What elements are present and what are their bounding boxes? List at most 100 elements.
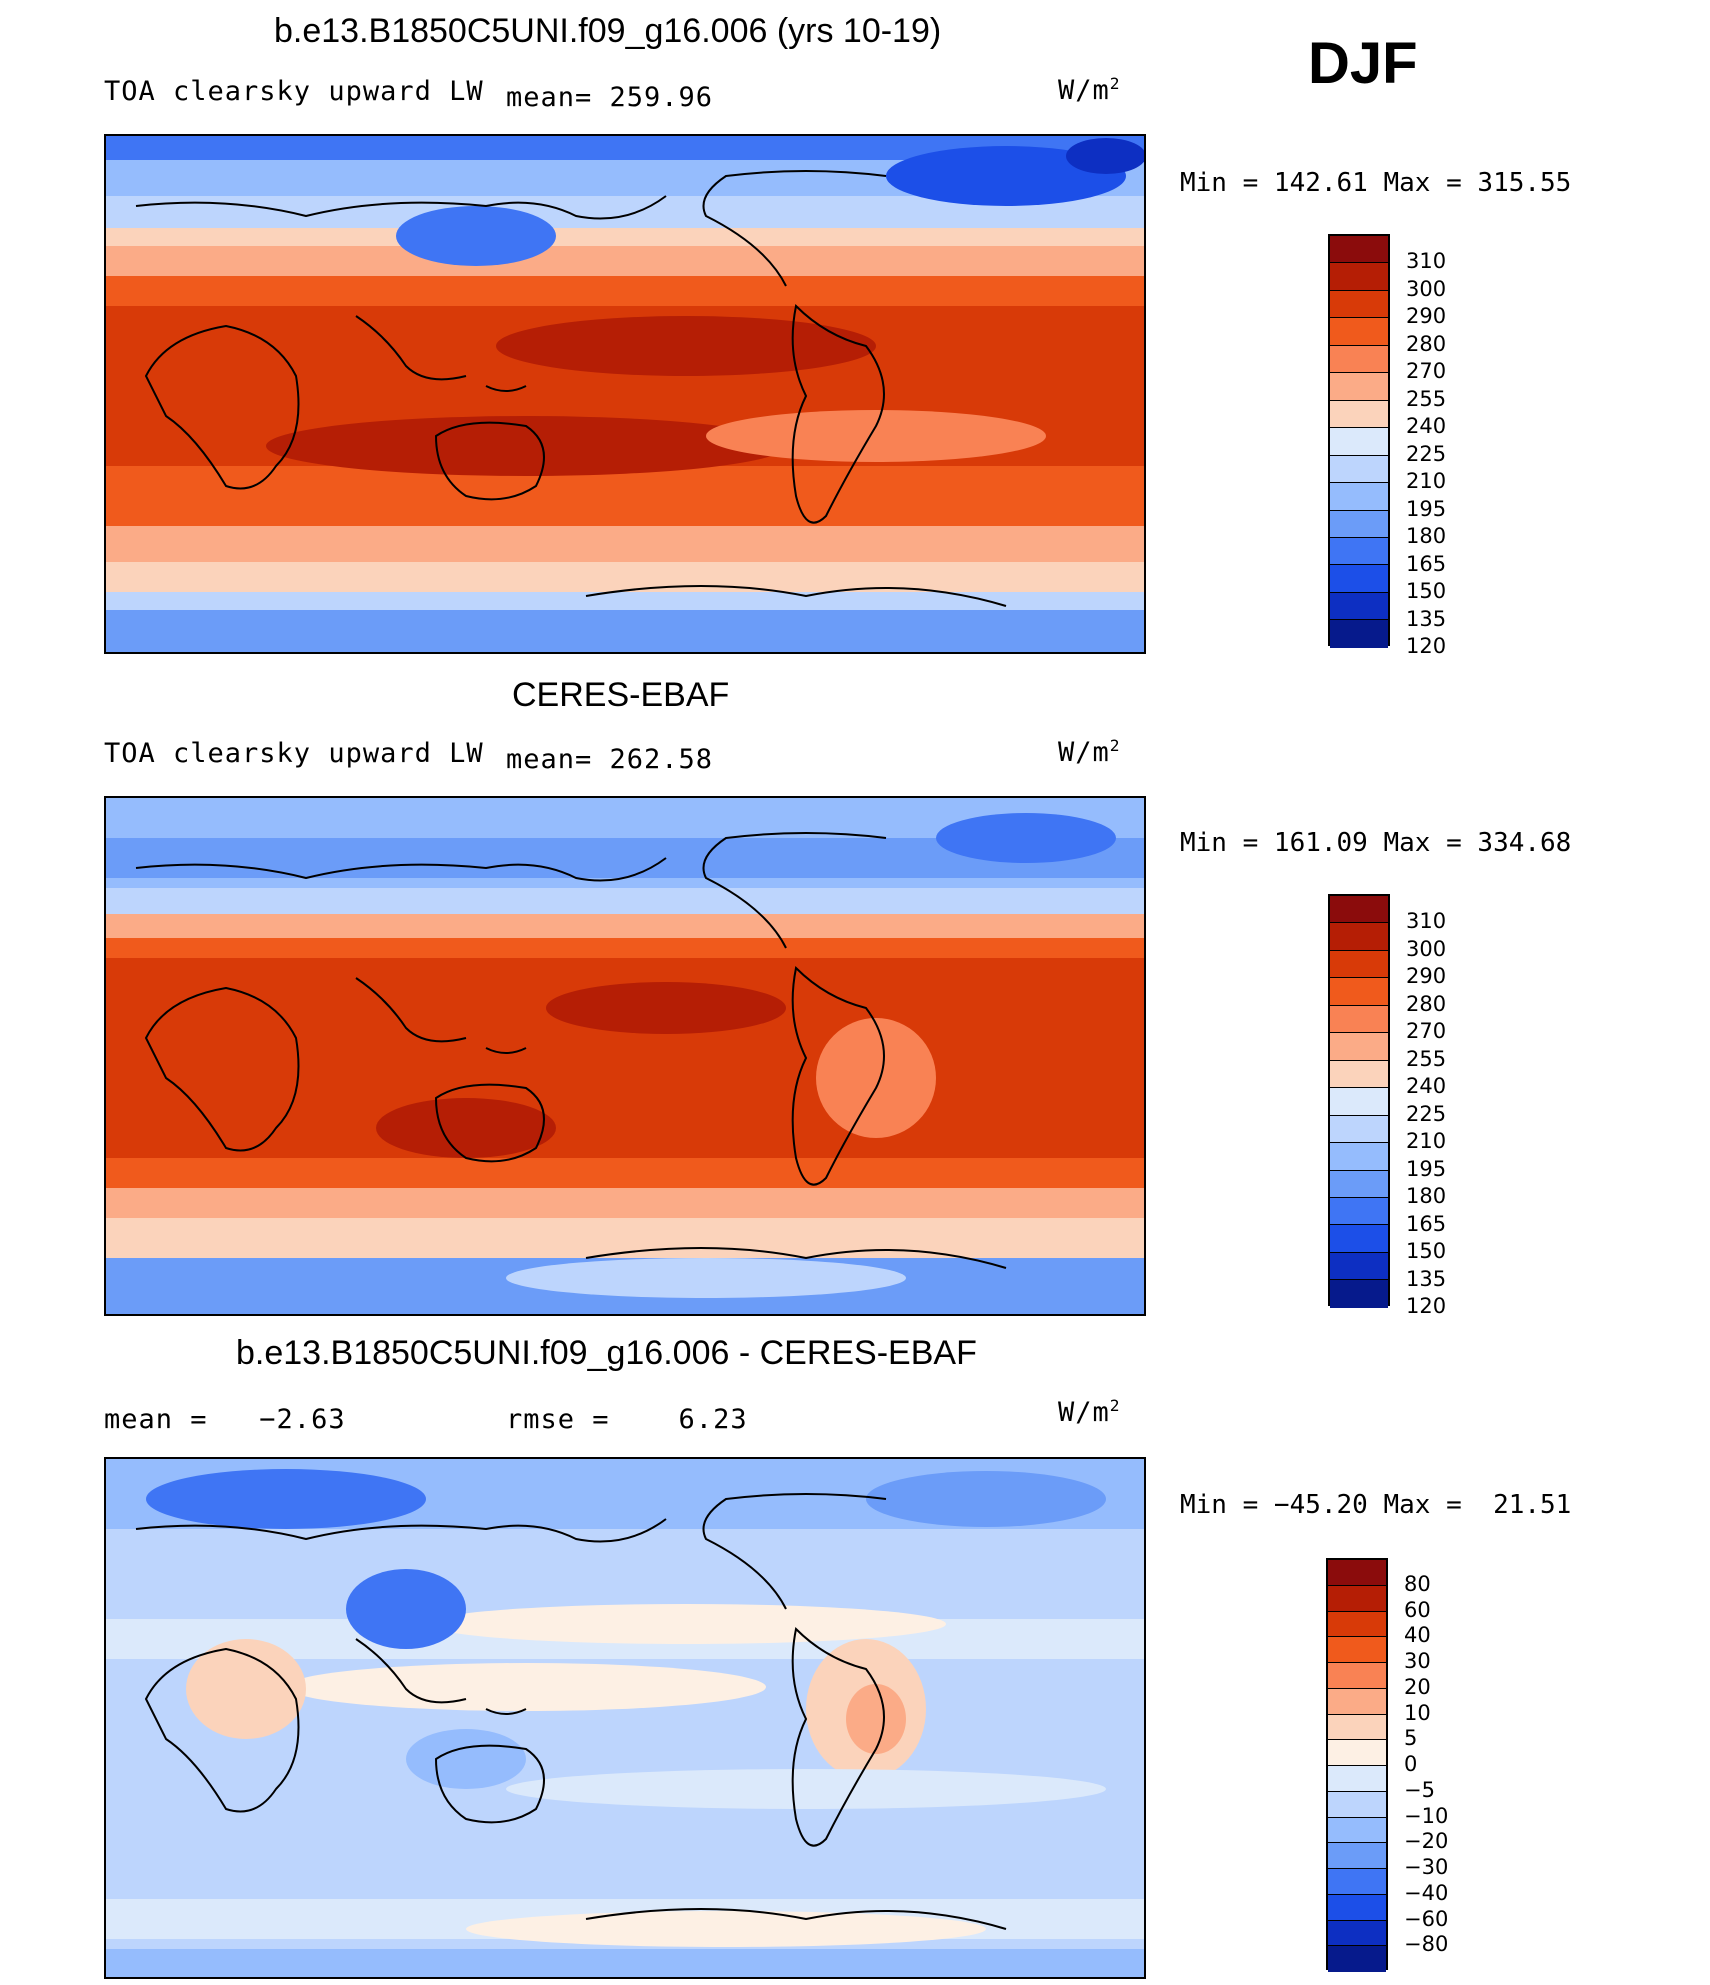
colorbar-tick-label: 0 [1404, 1752, 1418, 1776]
colorbar-segment [1328, 1585, 1386, 1612]
panel-1-map-field [106, 136, 1144, 652]
panel-2-mean: mean= 262.58 [506, 744, 714, 775]
panel-1-title: b.e13.B1850C5UNI.f09_g16.006 (yrs 10-19) [274, 12, 942, 50]
panel-3-map [104, 1457, 1146, 1979]
colorbar-segment [1330, 1060, 1388, 1089]
colorbar-tick-label: 270 [1406, 359, 1447, 384]
colorbar-tick-label: −60 [1404, 1906, 1449, 1931]
colorbar-segment [1330, 950, 1388, 979]
colorbar-tick-label: 195 [1406, 496, 1447, 521]
panel-2-units: W/m2 [1058, 736, 1121, 768]
colorbar-tick-label: 300 [1406, 936, 1447, 961]
panel-2-colorbar [1328, 894, 1390, 1308]
panel-3-map-field [106, 1459, 1144, 1977]
colorbar-tick-label: 280 [1406, 991, 1447, 1016]
colorbar-tick-label: 80 [1404, 1571, 1431, 1596]
colorbar-tick-label: 165 [1406, 551, 1447, 576]
colorbar-segment [1330, 592, 1388, 621]
colorbar-segment [1328, 1663, 1386, 1689]
colorbar-tick-label: 150 [1406, 1239, 1447, 1264]
colorbar-segment [1330, 1115, 1388, 1144]
colorbar-segment [1328, 1817, 1386, 1844]
colorbar-segment [1330, 1033, 1388, 1061]
colorbar-tick-label: −80 [1404, 1932, 1449, 1957]
panel-1-minmax: Min = 142.61 Max = 315.55 [1180, 168, 1572, 198]
colorbar-tick-label: 290 [1406, 964, 1447, 989]
colorbar-tick-label: 135 [1406, 1266, 1447, 1291]
colorbar-segment [1328, 1688, 1386, 1715]
panel-2-minmax: Min = 161.09 Max = 334.68 [1180, 828, 1572, 858]
panel-3-minmax: Min = −45.20 Max = 21.51 [1180, 1490, 1572, 1520]
colorbar-tick-label: 255 [1406, 386, 1447, 411]
colorbar-segment [1328, 1560, 1386, 1586]
colorbar-segment [1328, 1611, 1386, 1638]
colorbar-segment [1328, 1894, 1386, 1921]
colorbar-tick-label: 195 [1406, 1156, 1447, 1181]
panel-2-title: CERES-EBAF [512, 676, 730, 714]
colorbar-segment [1330, 565, 1388, 593]
colorbar-tick-label: 150 [1406, 579, 1447, 604]
colorbar-segment [1330, 1197, 1388, 1226]
colorbar-tick-label: 240 [1406, 1074, 1447, 1099]
colorbar-segment [1330, 455, 1388, 484]
panel-2-map [104, 796, 1146, 1316]
colorbar-tick-label: 165 [1406, 1211, 1447, 1236]
season-label: DJF [1308, 31, 1418, 96]
colorbar-segment [1328, 1637, 1386, 1663]
colorbar-tick-label: −40 [1404, 1880, 1449, 1905]
colorbar-segment [1328, 1843, 1386, 1869]
colorbar-segment [1330, 1280, 1388, 1308]
colorbar-segment [1330, 373, 1388, 401]
panel-1-mean: mean= 259.96 [506, 82, 714, 113]
colorbar-segment [1330, 1252, 1388, 1281]
colorbar-segment [1330, 318, 1388, 346]
colorbar-segment [1330, 290, 1388, 319]
colorbar-tick-label: −20 [1404, 1829, 1449, 1854]
colorbar-segment [1328, 1920, 1386, 1947]
panel-1-map [104, 134, 1146, 654]
colorbar-tick-label: 225 [1406, 441, 1447, 466]
colorbar-segment [1328, 1791, 1386, 1818]
colorbar-segment [1330, 510, 1388, 538]
colorbar-segment [1330, 1143, 1388, 1171]
panel-3-colorbar [1326, 1558, 1388, 1972]
colorbar-segment [1330, 923, 1388, 951]
colorbar-segment [1330, 428, 1388, 456]
colorbar-tick-label: 5 [1404, 1726, 1418, 1751]
panel-3-mean: mean = −2.63 [104, 1404, 346, 1435]
panel-3-units: W/m2 [1058, 1396, 1121, 1428]
colorbar-tick-label: 60 [1404, 1597, 1431, 1622]
colorbar-segment [1330, 1225, 1388, 1253]
colorbar-tick-label: 310 [1406, 909, 1447, 934]
colorbar-tick-label: 270 [1406, 1019, 1447, 1044]
colorbar-tick-label: 20 [1404, 1674, 1431, 1699]
panel-3-title: b.e13.B1850C5UNI.f09_g16.006 - CERES-EBA… [236, 1334, 977, 1372]
colorbar-segment [1330, 896, 1388, 924]
colorbar-segment [1328, 1714, 1386, 1741]
panel-1-colorbar-ticks: 310 300 290 280 270 255 240 225 210 195 180 165 150 1… [1406, 234, 1506, 657]
colorbar-tick-label: −5 [1404, 1777, 1435, 1802]
colorbar-segment [1330, 236, 1388, 264]
colorbar-tick-label: 210 [1406, 469, 1447, 494]
colorbar-segment [1328, 1869, 1386, 1895]
colorbar-tick-label: 210 [1406, 1129, 1447, 1154]
colorbar-segment [1328, 1946, 1386, 1972]
panel-2-variable-label: TOA clearsky upward LW [104, 738, 484, 769]
colorbar-tick-label: 120 [1406, 1294, 1447, 1318]
colorbar-segment [1330, 978, 1388, 1006]
colorbar-tick-label: 10 [1404, 1700, 1431, 1725]
colorbar-tick-label: 310 [1406, 249, 1447, 274]
colorbar-tick-label: −30 [1404, 1855, 1449, 1879]
panel-1-colorbar [1328, 234, 1390, 648]
colorbar-tick-label: 135 [1406, 606, 1447, 631]
colorbar-segment [1330, 1170, 1388, 1198]
colorbar-tick-label: 180 [1406, 524, 1447, 549]
colorbar-tick-label: 30 [1404, 1649, 1431, 1673]
colorbar-tick-label: 280 [1406, 331, 1447, 356]
colorbar-tick-label: 300 [1406, 276, 1447, 301]
colorbar-tick-label: 120 [1406, 634, 1447, 658]
colorbar-segment [1330, 620, 1388, 648]
colorbar-tick-label: 240 [1406, 414, 1447, 439]
panel-1-units: W/m2 [1058, 74, 1121, 106]
colorbar-tick-label: 40 [1404, 1623, 1431, 1648]
